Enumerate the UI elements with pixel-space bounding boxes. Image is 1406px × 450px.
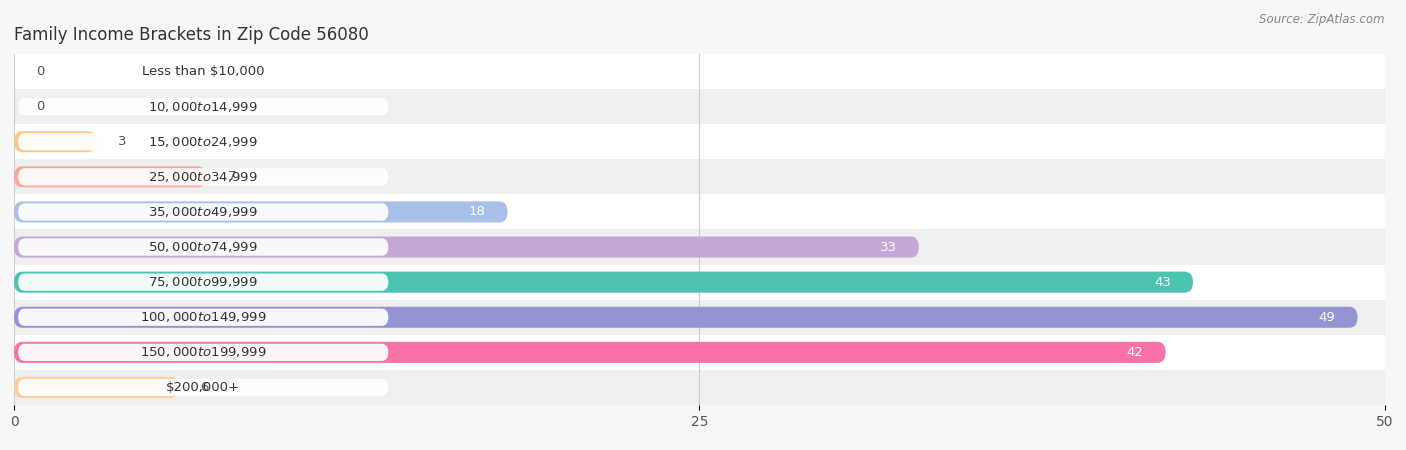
Text: 33: 33 [880, 241, 897, 253]
Text: 3: 3 [118, 135, 127, 148]
Text: 18: 18 [468, 206, 485, 218]
Text: 7: 7 [228, 171, 236, 183]
Bar [14, 335, 1385, 370]
FancyBboxPatch shape [18, 168, 388, 185]
FancyBboxPatch shape [14, 307, 1358, 328]
Text: $25,000 to $34,999: $25,000 to $34,999 [149, 170, 259, 184]
FancyBboxPatch shape [14, 272, 1192, 292]
FancyBboxPatch shape [18, 238, 388, 256]
FancyBboxPatch shape [14, 342, 1166, 363]
FancyBboxPatch shape [18, 133, 388, 150]
Text: $10,000 to $14,999: $10,000 to $14,999 [149, 99, 259, 114]
FancyBboxPatch shape [18, 274, 388, 291]
FancyBboxPatch shape [18, 203, 388, 220]
FancyBboxPatch shape [18, 379, 388, 396]
Text: 42: 42 [1126, 346, 1143, 359]
Text: $100,000 to $149,999: $100,000 to $149,999 [141, 310, 267, 324]
Bar [14, 54, 1385, 89]
Text: 43: 43 [1154, 276, 1171, 288]
Text: Source: ZipAtlas.com: Source: ZipAtlas.com [1260, 14, 1385, 27]
Text: $75,000 to $99,999: $75,000 to $99,999 [149, 275, 259, 289]
Bar [14, 194, 1385, 230]
Text: Family Income Brackets in Zip Code 56080: Family Income Brackets in Zip Code 56080 [14, 26, 368, 44]
Bar [14, 370, 1385, 405]
Bar [14, 300, 1385, 335]
Bar [14, 89, 1385, 124]
FancyBboxPatch shape [18, 98, 388, 115]
Text: $50,000 to $74,999: $50,000 to $74,999 [149, 240, 259, 254]
FancyBboxPatch shape [18, 344, 388, 361]
FancyBboxPatch shape [18, 63, 388, 80]
FancyBboxPatch shape [18, 309, 388, 326]
FancyBboxPatch shape [14, 377, 179, 398]
Text: $35,000 to $49,999: $35,000 to $49,999 [149, 205, 259, 219]
Text: 0: 0 [37, 65, 45, 78]
Text: 0: 0 [37, 100, 45, 113]
Text: $200,000+: $200,000+ [166, 381, 240, 394]
FancyBboxPatch shape [14, 237, 920, 257]
Text: $150,000 to $199,999: $150,000 to $199,999 [141, 345, 267, 360]
Text: 6: 6 [201, 381, 209, 394]
Text: 49: 49 [1319, 311, 1336, 324]
Bar [14, 124, 1385, 159]
FancyBboxPatch shape [14, 131, 96, 152]
FancyBboxPatch shape [14, 166, 207, 187]
Bar [14, 159, 1385, 194]
Text: $15,000 to $24,999: $15,000 to $24,999 [149, 135, 259, 149]
Bar [14, 265, 1385, 300]
Text: Less than $10,000: Less than $10,000 [142, 65, 264, 78]
FancyBboxPatch shape [14, 202, 508, 222]
Bar [14, 230, 1385, 265]
